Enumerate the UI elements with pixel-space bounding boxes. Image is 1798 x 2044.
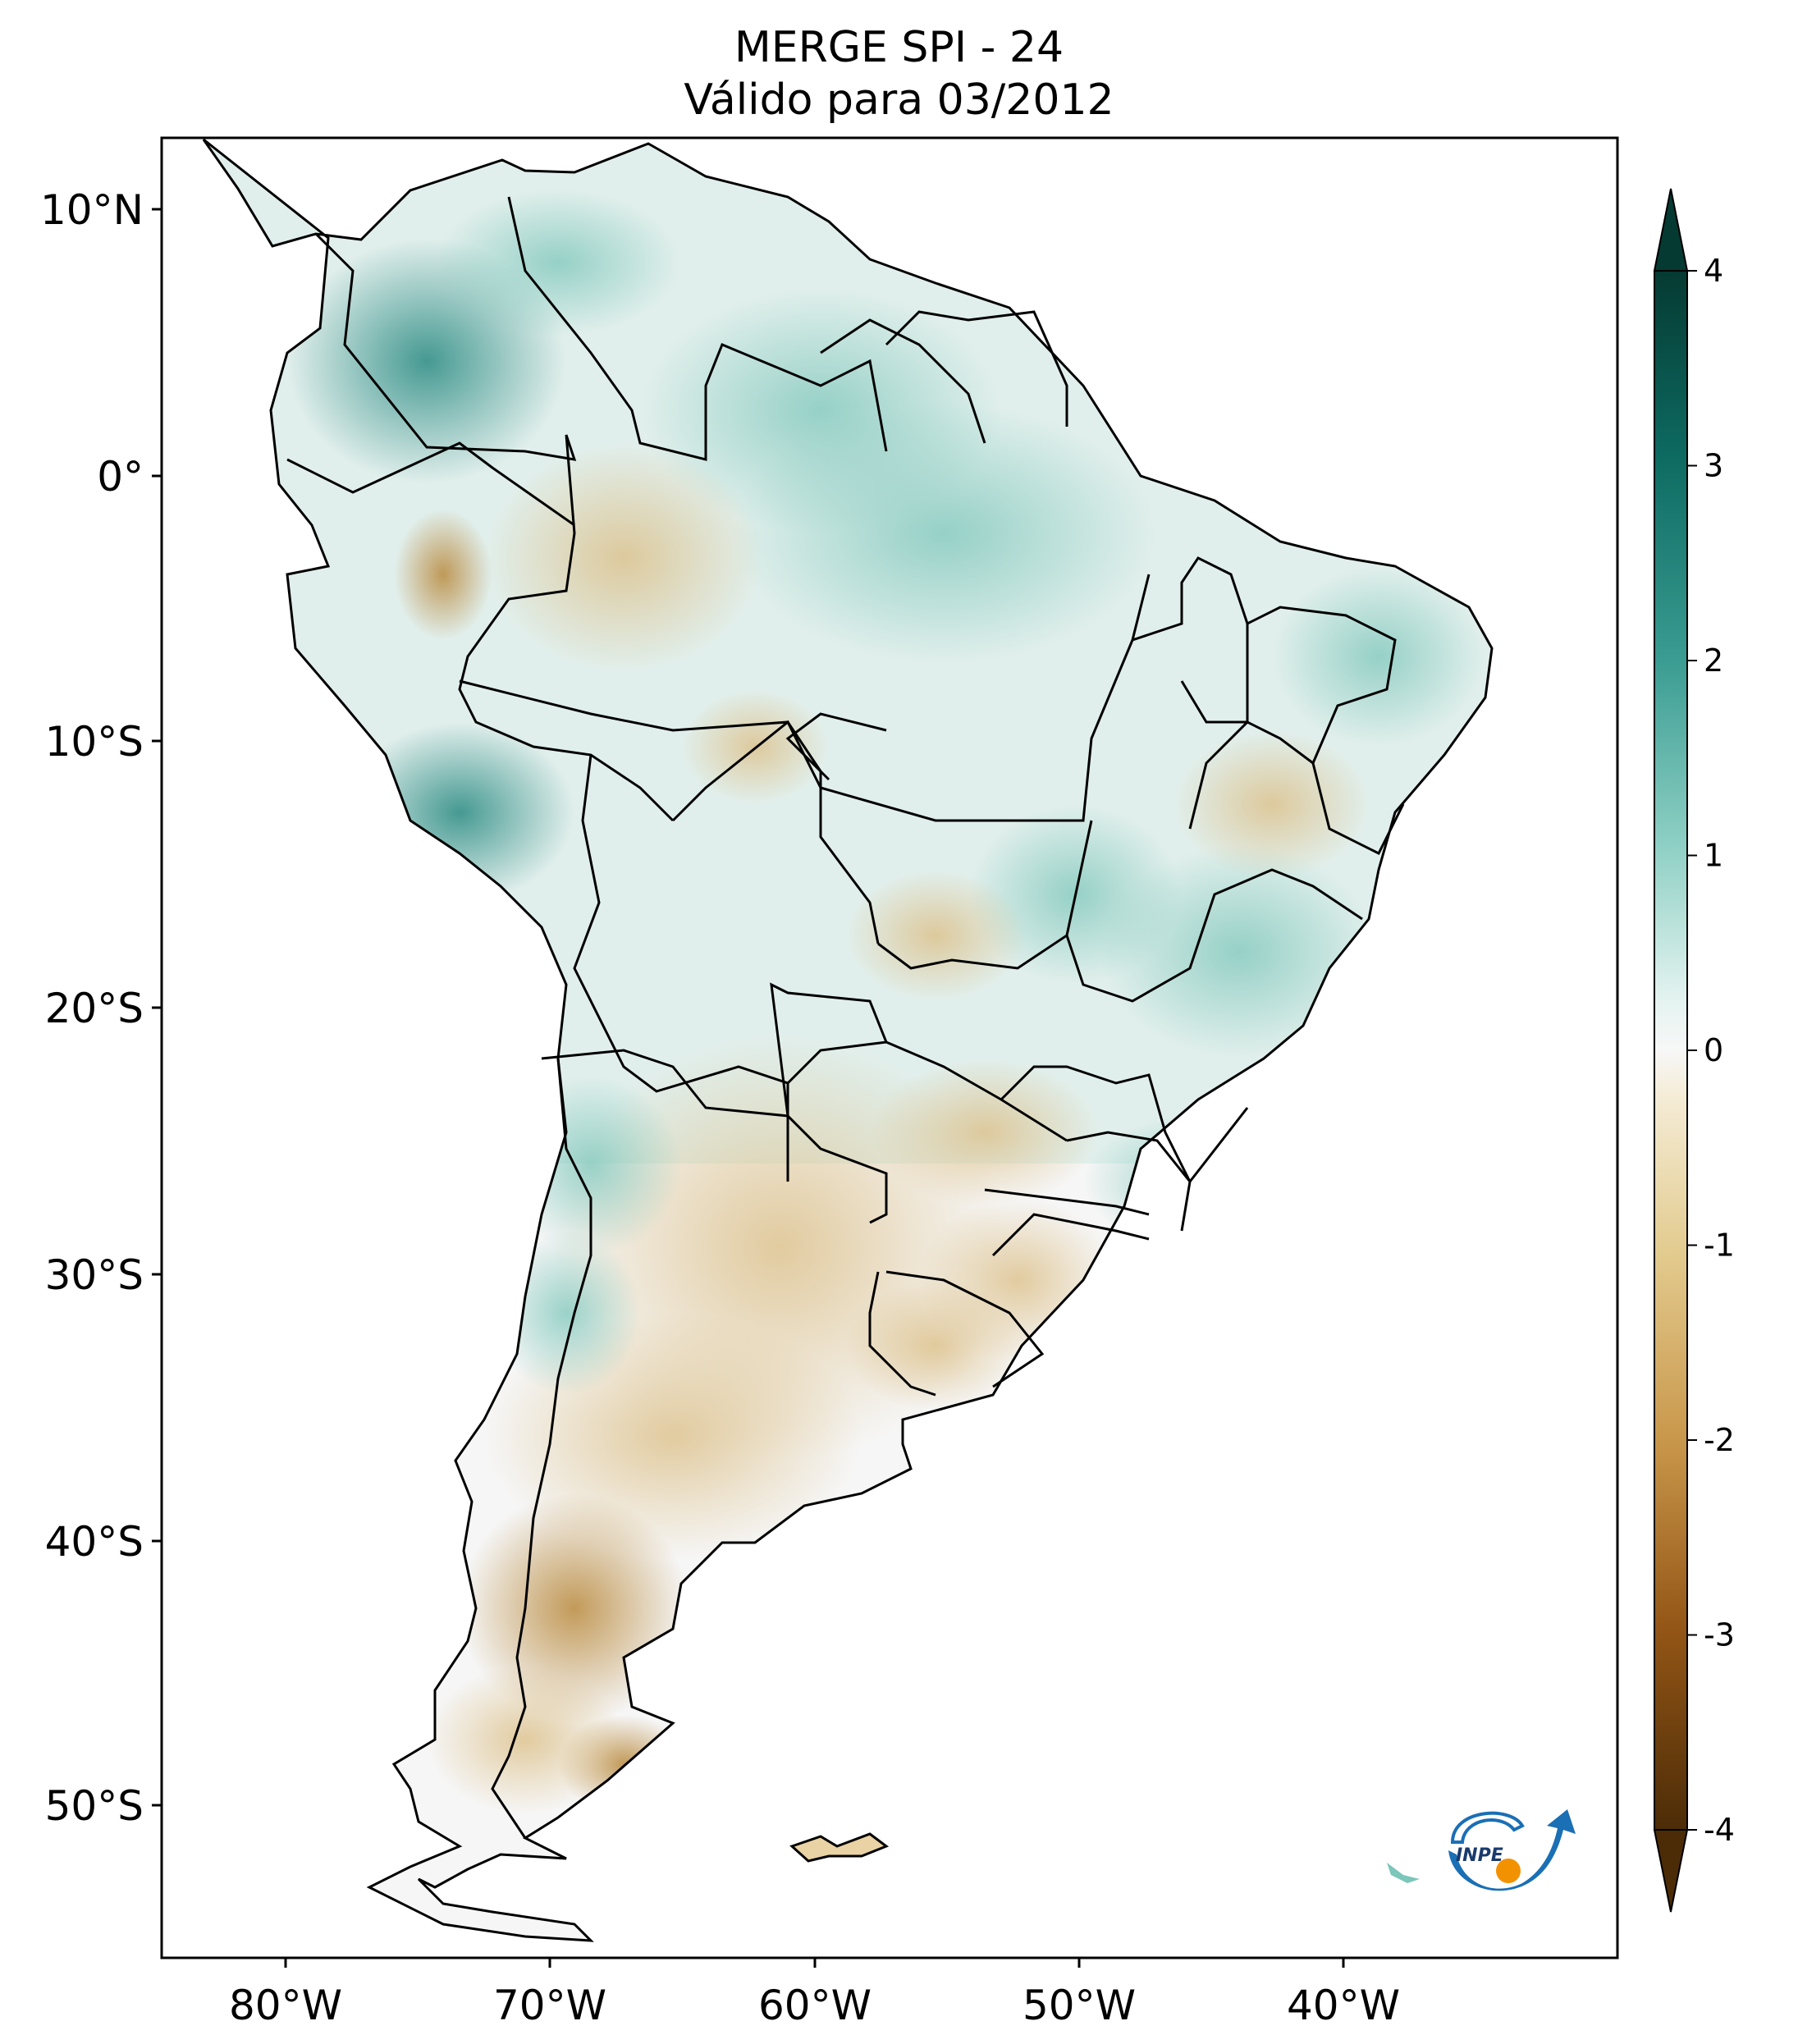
colorbar-tick-label: 3 bbox=[1704, 448, 1723, 484]
lat-tick-label: 10°S bbox=[45, 718, 144, 766]
lon-tick-label: 40°W bbox=[1287, 1982, 1400, 2029]
colorbar-extend-bottom bbox=[1653, 1829, 1689, 1913]
lat-tick-label: 20°S bbox=[45, 985, 144, 1032]
colorbar-extend-top bbox=[1653, 188, 1689, 272]
borders bbox=[286, 196, 1405, 1839]
logo-swoosh-icon bbox=[1450, 1811, 1525, 1844]
lat-axis: 10°N 0° 10°S 20°S 30°S 40°S 50°S bbox=[40, 186, 162, 1830]
logo-arrow-icon bbox=[1448, 1809, 1576, 1891]
chart-title: MERGE SPI - 24 bbox=[734, 23, 1064, 72]
lat-tick-label: 10°N bbox=[40, 186, 144, 234]
colorbar-tick-label: -3 bbox=[1704, 1617, 1735, 1653]
colorbar-tick-label: 1 bbox=[1704, 838, 1723, 874]
falkland-islands bbox=[789, 1832, 890, 1863]
inpe-logo: INPE bbox=[1448, 1809, 1576, 1891]
lat-tick-label: 40°S bbox=[45, 1518, 144, 1566]
colorbar: 4 3 2 1 0 -1 -2 -3 -4 bbox=[1653, 188, 1735, 1913]
lon-tick-label: 70°W bbox=[493, 1982, 606, 2029]
colorbar-tick-label: -4 bbox=[1704, 1812, 1735, 1848]
chart-subtitle: Válido para 03/2012 bbox=[684, 75, 1114, 125]
lat-tick-label: 0° bbox=[97, 453, 144, 501]
colorbar-tick-label: -1 bbox=[1704, 1228, 1735, 1264]
lon-tick-label: 50°W bbox=[1023, 1982, 1136, 2029]
lon-tick-label: 80°W bbox=[229, 1982, 342, 2029]
lon-axis: 80°W 70°W 60°W 50°W 40°W bbox=[229, 1958, 1400, 2029]
colorbar-tick-label: 2 bbox=[1704, 642, 1723, 679]
colorbar-tick-label: 0 bbox=[1704, 1032, 1723, 1068]
colorbar-tick-label: 4 bbox=[1704, 253, 1723, 289]
lat-tick-label: 30°S bbox=[45, 1251, 144, 1299]
lon-tick-label: 60°W bbox=[758, 1982, 872, 2029]
logo-dot-icon bbox=[1496, 1859, 1521, 1883]
logo-text: INPE bbox=[1456, 1845, 1503, 1866]
lat-tick-label: 50°S bbox=[45, 1782, 144, 1830]
colorbar-bar bbox=[1654, 270, 1688, 1831]
colorbar-tick-label: -2 bbox=[1704, 1422, 1735, 1458]
south-georgia bbox=[1387, 1863, 1420, 1883]
